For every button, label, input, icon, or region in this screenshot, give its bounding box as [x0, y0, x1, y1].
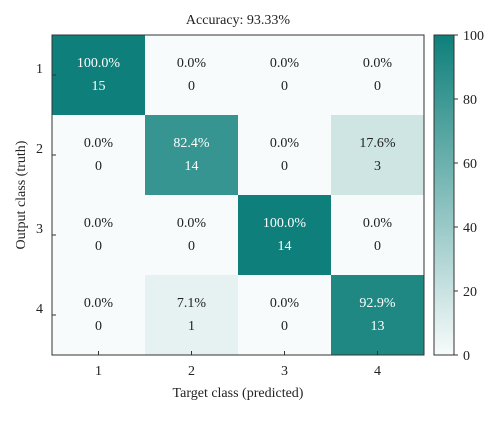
cell-count-label: 1 [188, 319, 195, 334]
cell-count-label: 14 [185, 159, 199, 174]
cell-r3-c4: 0.0% 0 [331, 195, 424, 275]
cell-percent-label: 0.0% [84, 136, 114, 151]
cell-percent-label: 0.0% [270, 296, 300, 311]
chart-title: Accuracy: 93.33% [186, 13, 291, 28]
colorbar-tick-label: 40 [463, 221, 477, 236]
x-tick-label: 3 [281, 364, 288, 379]
cell-background [145, 35, 238, 115]
cell-r4-c1: 0.0% 0 [52, 275, 145, 355]
cell-percent-label: 7.1% [177, 296, 207, 311]
cell-count-label: 15 [92, 79, 106, 94]
cell-count-label: 0 [95, 159, 102, 174]
cell-background [238, 195, 331, 275]
cell-percent-label: 0.0% [177, 216, 207, 231]
colorbar [433, 34, 455, 356]
cell-count-label: 14 [278, 239, 292, 254]
cell-count-label: 0 [188, 239, 195, 254]
cell-r3-c1: 0.0% 0 [52, 195, 145, 275]
x-tick-label: 4 [374, 364, 381, 379]
y-tick-label: 1 [36, 62, 43, 77]
cell-percent-label: 17.6% [359, 136, 396, 151]
cell-background [238, 35, 331, 115]
cell-percent-label: 100.0% [77, 56, 121, 71]
y-tick-label: 3 [36, 222, 43, 237]
cell-r2-c3: 0.0% 0 [238, 115, 331, 195]
ticks-layer: 1 2 3 4 1 2 3 4 [36, 62, 381, 379]
cell-background [145, 195, 238, 275]
cell-count-label: 0 [281, 79, 288, 94]
colorbar-ticks-layer: 0 20 40 60 80 100 [454, 29, 484, 364]
cell-count-label: 0 [95, 319, 102, 334]
cell-r2-c4: 17.6% 3 [331, 115, 424, 195]
cell-background [145, 115, 238, 195]
cell-background [331, 115, 424, 195]
cell-background [52, 195, 145, 275]
cell-r1-c1: 100.0% 15 [52, 35, 145, 115]
cell-background [238, 115, 331, 195]
cell-r4-c3: 0.0% 0 [238, 275, 331, 355]
cell-count-label: 0 [281, 159, 288, 174]
colorbar-tick-label: 0 [463, 349, 470, 364]
cell-percent-label: 0.0% [84, 216, 114, 231]
cell-r4-c4: 92.9% 13 [331, 275, 424, 355]
cell-percent-label: 82.4% [173, 136, 210, 151]
plot-frame [51, 34, 425, 356]
y-axis-label: Output class (truth) [14, 140, 29, 249]
cell-percent-label: 100.0% [263, 216, 307, 231]
cell-percent-label: 92.9% [359, 296, 396, 311]
cell-count-label: 0 [374, 79, 381, 94]
cell-r2-c2: 82.4% 14 [145, 115, 238, 195]
cells-layer: 100.0%150.0%00.0%00.0%00.0%082.4%140.0%0… [52, 35, 424, 355]
x-axis-label: Target class (predicted) [173, 386, 304, 401]
cell-background [52, 115, 145, 195]
colorbar-tick-label: 100 [463, 29, 484, 44]
cell-percent-label: 0.0% [84, 296, 114, 311]
cell-percent-label: 0.0% [363, 56, 393, 71]
x-tick-label: 1 [95, 364, 102, 379]
cell-percent-label: 0.0% [270, 136, 300, 151]
cell-percent-label: 0.0% [270, 56, 300, 71]
cell-count-label: 0 [281, 319, 288, 334]
cell-r3-c3: 100.0% 14 [238, 195, 331, 275]
colorbar-tick-label: 60 [463, 157, 477, 172]
x-tick-label: 2 [188, 364, 195, 379]
cell-background [331, 195, 424, 275]
colorbar-gradient [433, 34, 455, 356]
cell-r2-c1: 0.0% 0 [52, 115, 145, 195]
cell-count-label: 13 [371, 319, 385, 334]
cell-r3-c2: 0.0% 0 [145, 195, 238, 275]
cell-r4-c2: 7.1% 1 [145, 275, 238, 355]
cell-count-label: 0 [374, 239, 381, 254]
cell-count-label: 0 [95, 239, 102, 254]
cell-percent-label: 0.0% [177, 56, 207, 71]
cell-count-label: 0 [188, 79, 195, 94]
cell-percent-label: 0.0% [363, 216, 393, 231]
cell-r1-c3: 0.0% 0 [238, 35, 331, 115]
cell-r1-c4: 0.0% 0 [331, 35, 424, 115]
cell-background [238, 275, 331, 355]
cell-count-label: 3 [374, 159, 381, 174]
cell-background [145, 275, 238, 355]
y-tick-label: 4 [36, 302, 43, 317]
cell-background [52, 275, 145, 355]
cell-background [52, 35, 145, 115]
colorbar-tick-label: 80 [463, 93, 477, 108]
cell-background [331, 35, 424, 115]
cell-r1-c2: 0.0% 0 [145, 35, 238, 115]
cell-background [331, 275, 424, 355]
colorbar-tick-label: 20 [463, 285, 477, 300]
y-tick-label: 2 [36, 142, 43, 157]
